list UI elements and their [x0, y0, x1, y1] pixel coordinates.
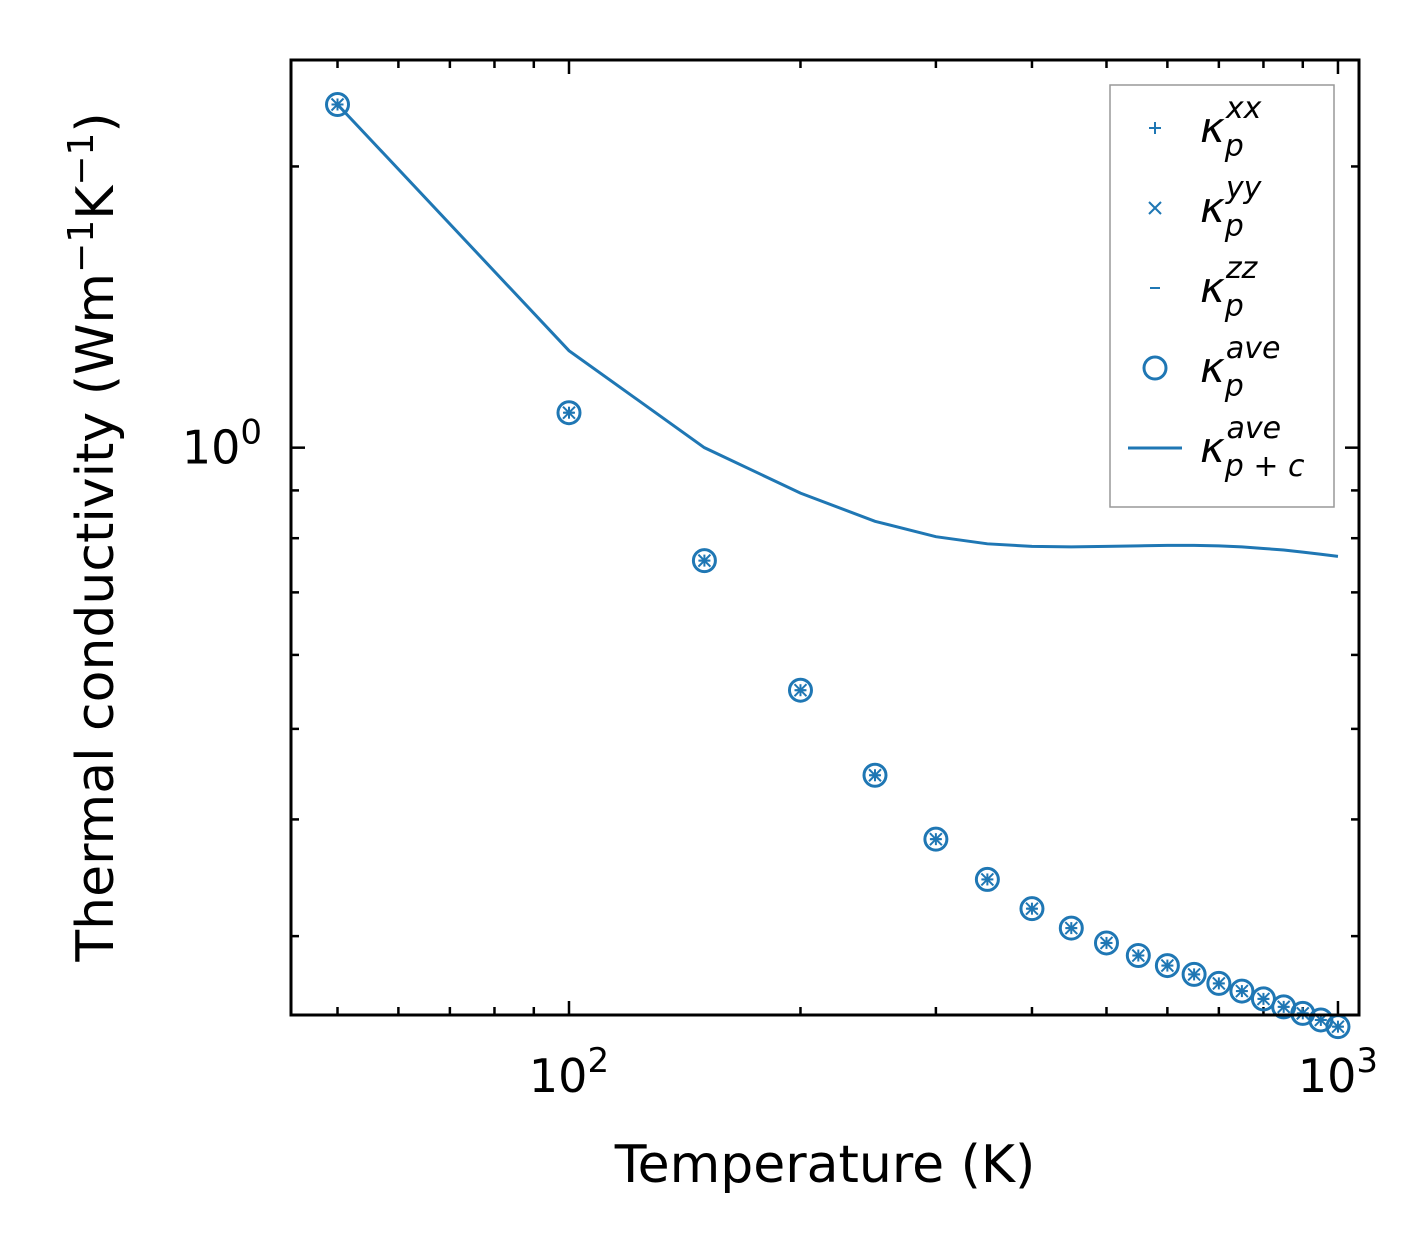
- x-tick-label-base: 10: [529, 1049, 588, 1103]
- circle: [325, 91, 351, 117]
- data-point-kappa_p_ave: [325, 91, 351, 117]
- x-tick-label-0: 102: [529, 1041, 609, 1103]
- data-point-kappa_p_ave: [1154, 953, 1180, 979]
- legend-symbol: [1142, 355, 1168, 381]
- y-axis-title-exp1: −1: [61, 220, 102, 273]
- legend-marker-circle: [1142, 355, 1168, 381]
- legend-symbol: [1149, 122, 1161, 134]
- legend-entry-kappa-p-yy: κpyy: [1148, 171, 1263, 244]
- x-tick-label-base: 10: [1298, 1049, 1357, 1103]
- x-axis-title: Temperature (K): [614, 1135, 1036, 1195]
- legend-marker-x: [1148, 201, 1162, 215]
- series-lines: [336, 103, 1339, 558]
- circle: [1229, 978, 1255, 1004]
- data-point-kappa_p_ave: [1125, 943, 1151, 969]
- legend-label-kappa-pc-ave: κp + cave: [1200, 411, 1305, 484]
- data-point-kappa_p_ave: [1093, 930, 1119, 956]
- circle: [1019, 896, 1045, 922]
- data-point-kappa_p_ave: [556, 400, 582, 426]
- legend-entry-kappa-p-zz: κpzz: [1150, 251, 1259, 324]
- circle: [1154, 953, 1180, 979]
- y-axis-title-exp2: −1: [61, 133, 102, 186]
- circle: [787, 677, 813, 703]
- circle: [923, 826, 949, 852]
- circle: [1125, 943, 1151, 969]
- legend-label-kappa-p-xx: κpxx: [1200, 91, 1262, 164]
- circle: [1181, 961, 1207, 987]
- legend-box: [1109, 84, 1335, 508]
- series-markers: [325, 91, 1351, 1040]
- x-tick-label-exp: 2: [587, 1041, 609, 1081]
- x-tick-label-1: 103: [1298, 1041, 1378, 1103]
- data-point-kappa_p_ave: [1229, 978, 1255, 1004]
- data-point-kappa_p_ave: [1181, 961, 1207, 987]
- legend-label-kappa-p-yy: κpyy: [1200, 171, 1263, 244]
- y-axis-title: Thermal conductivity (Wm−1K−1): [61, 112, 126, 962]
- legend-label-kappa-p-zz: κpzz: [1200, 251, 1259, 324]
- y-axis-title-base: Thermal conductivity (Wm: [66, 273, 126, 963]
- series-kappa_p_ave: [325, 91, 1351, 1040]
- data-point-kappa_p_ave: [974, 866, 1000, 892]
- data-point-kappa_p_ave: [923, 826, 949, 852]
- x-tick-label-exp: 3: [1356, 1041, 1378, 1081]
- y-tick-label-base: 10: [182, 421, 241, 475]
- data-point-kappa_p_ave: [1058, 915, 1084, 941]
- circle: [1058, 915, 1084, 941]
- legend-marker-plus: [1149, 122, 1161, 134]
- x-b: [1148, 201, 1162, 215]
- circle: [556, 400, 582, 426]
- circle: [1206, 970, 1232, 996]
- circle: [1093, 930, 1119, 956]
- series-line-kappa_pc_ave: [336, 103, 1339, 558]
- plot-frame: [289, 58, 1361, 1017]
- circle: [691, 548, 717, 574]
- legend-symbol: [1148, 201, 1162, 215]
- legend: κpxx κpyy κpzz κpave κp + cave: [1109, 84, 1335, 508]
- circle: [862, 762, 888, 788]
- y-axis-title-end: ): [66, 112, 126, 132]
- legend-label-kappa-p-ave: κpave: [1200, 331, 1280, 404]
- data-point-kappa_p_ave: [1308, 1007, 1334, 1033]
- circle: [974, 866, 1000, 892]
- data-point-kappa_p_ave: [787, 677, 813, 703]
- legend-entry-kappa-p-ave: κpave: [1142, 331, 1280, 404]
- y-tick-label-0: 100: [182, 413, 262, 475]
- y-tick-label-exp: 0: [240, 413, 262, 453]
- circle: [1142, 355, 1168, 381]
- series-kappa_p_zz: [332, 103, 1343, 1028]
- legend-entry-kappa-p-xx: κpxx: [1149, 91, 1262, 164]
- data-point-kappa_p_ave: [1019, 896, 1045, 922]
- legend-entry-kappa-pc-ave: κp + cave: [1128, 411, 1305, 484]
- data-point-kappa_p_ave: [1206, 970, 1232, 996]
- data-point-kappa_p_ave: [862, 762, 888, 788]
- y-axis-title-mid: K: [66, 184, 126, 220]
- circle: [1308, 1007, 1334, 1033]
- data-point-kappa_p_ave: [691, 548, 717, 574]
